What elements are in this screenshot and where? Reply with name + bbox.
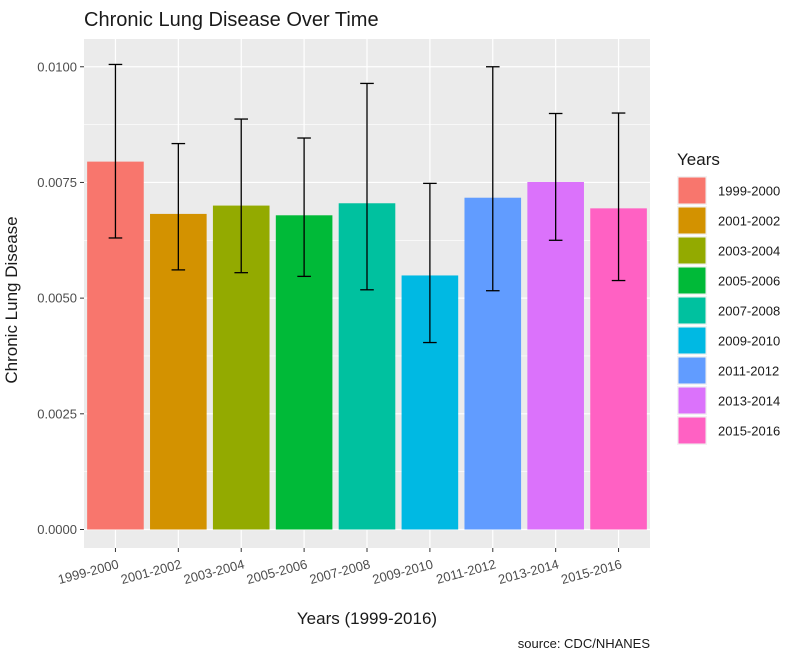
legend-label: 2007-2008 bbox=[718, 304, 780, 319]
legend-swatch bbox=[678, 357, 706, 384]
caption: source: CDC/NHANES bbox=[518, 636, 651, 651]
legend-label: 2013-2014 bbox=[718, 394, 780, 409]
legend-item-2011-2012: 2011-2012 bbox=[677, 356, 779, 385]
legend-item-2013-2014: 2013-2014 bbox=[677, 386, 780, 415]
legend: Years 1999-2000 2001-2002 2003-2004 2005-20… bbox=[677, 150, 780, 445]
error-bar-2011-2012 bbox=[485, 66, 500, 292]
error-bar-2001-2002 bbox=[171, 142, 186, 271]
legend-item-2015-2016: 2015-2016 bbox=[677, 416, 780, 445]
legend-item-2009-2010: 2009-2010 bbox=[677, 326, 780, 355]
error-bar-2005-2006 bbox=[297, 137, 311, 278]
legend-item-1999-2000: 1999-2000 bbox=[677, 176, 780, 205]
x-tick-label: 2009-2010 bbox=[371, 556, 435, 587]
y-tick-label: 0.0100 bbox=[37, 59, 77, 74]
error-bar-2007-2008 bbox=[360, 82, 374, 291]
error-bar-2009-2010 bbox=[423, 182, 437, 344]
x-tick-label: 2011-2012 bbox=[435, 556, 498, 586]
error-bar-2003-2004 bbox=[234, 118, 249, 274]
x-tick-label: 1999-2000 bbox=[56, 556, 120, 587]
legend-swatch bbox=[678, 417, 706, 444]
legend-label: 2015-2016 bbox=[718, 424, 780, 439]
y-tick-label: 0.0075 bbox=[37, 175, 77, 190]
y-axis-ticks: 0.0000 0.0025 0.0050 0.0075 0.0100 bbox=[37, 59, 84, 537]
legend-swatch bbox=[678, 327, 706, 354]
y-axis-label: Chronic Lung Disease bbox=[2, 216, 21, 383]
legend-title: Years bbox=[677, 150, 720, 169]
x-axis-ticks: 1999-20002001-20022003-20042005-20062007… bbox=[56, 548, 623, 587]
legend-swatch bbox=[678, 297, 706, 324]
legend-label: 2005-2006 bbox=[718, 274, 780, 289]
legend-swatch bbox=[678, 207, 706, 234]
y-tick-label: 0.0000 bbox=[37, 522, 77, 537]
x-tick-label: 2013-2014 bbox=[497, 556, 561, 587]
x-tick-label: 2015-2016 bbox=[559, 556, 623, 587]
legend-swatch bbox=[678, 177, 706, 204]
x-tick-label: 2007-2008 bbox=[308, 556, 372, 587]
legend-label: 2011-2012 bbox=[718, 364, 779, 379]
bars bbox=[87, 161, 647, 530]
x-axis-label: Years (1999-2016) bbox=[297, 609, 437, 628]
legend-swatch bbox=[678, 237, 706, 264]
x-tick-label: 2003-2004 bbox=[182, 556, 246, 587]
error-bar-2015-2016 bbox=[611, 112, 626, 282]
legend-swatch bbox=[678, 267, 706, 294]
legend-label: 1999-2000 bbox=[718, 184, 780, 199]
legend-item-2003-2004: 2003-2004 bbox=[677, 236, 780, 265]
legend-label: 2001-2002 bbox=[718, 214, 780, 229]
legend-label: 2009-2010 bbox=[718, 334, 780, 349]
legend-item-2007-2008: 2007-2008 bbox=[677, 296, 780, 325]
error-bars bbox=[108, 63, 626, 344]
error-bar-2013-2014 bbox=[548, 112, 563, 241]
error-bar-1999-2000 bbox=[108, 63, 123, 239]
y-tick-label: 0.0025 bbox=[37, 406, 77, 421]
legend-item-2001-2002: 2001-2002 bbox=[677, 206, 780, 235]
legend-label: 2003-2004 bbox=[718, 244, 780, 259]
legend-swatch bbox=[678, 387, 706, 414]
x-tick-label: 2005-2006 bbox=[245, 556, 309, 587]
legend-item-2005-2006: 2005-2006 bbox=[677, 266, 780, 295]
x-tick-label: 2001-2002 bbox=[119, 556, 183, 587]
y-tick-label: 0.0050 bbox=[37, 291, 77, 306]
chart-title: Chronic Lung Disease Over Time bbox=[84, 9, 379, 31]
